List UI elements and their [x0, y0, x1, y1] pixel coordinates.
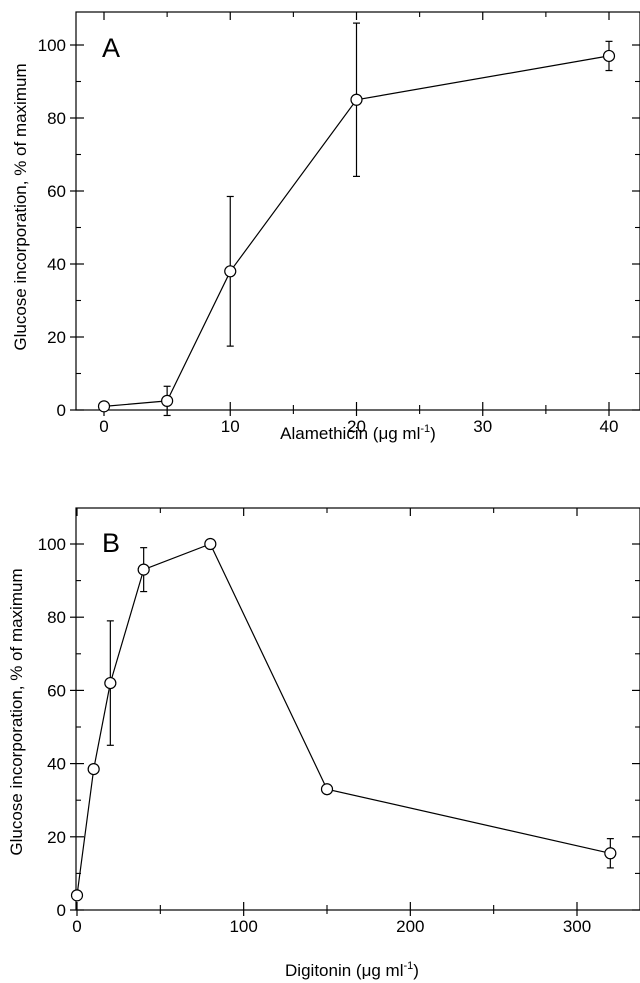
- x-tick-label: 200: [396, 917, 424, 936]
- panel-a-plot-frame: [75, 11, 640, 411]
- panel-a-x-axis-title-exponent: -1: [420, 423, 430, 435]
- panel-a-letter: A: [102, 33, 120, 63]
- data-point: [604, 847, 617, 860]
- panel-a-x-axis-title: Alamethicin (μg ml-1): [280, 423, 436, 443]
- panel-a-x-axis-title-unit: μg ml: [378, 424, 420, 443]
- y-tick-label: 0: [57, 901, 66, 920]
- x-tick-label: 0: [99, 417, 108, 436]
- data-point: [104, 676, 117, 690]
- y-tick-label: 80: [47, 608, 66, 627]
- panel-b-series-line: [76, 543, 611, 896]
- x-tick-label: 40: [600, 417, 619, 436]
- data-point: [97, 400, 111, 413]
- panel-b-y-axis-title: Glucose incorporation, % of maximum: [7, 568, 26, 855]
- y-tick-label: 20: [47, 328, 66, 347]
- panel-a-error-bars: [163, 22, 613, 417]
- panel-b-letter: B: [102, 528, 120, 558]
- panel-b-x-axis-title-prefix: Digitonin (: [285, 961, 362, 980]
- panel-b-x-axis-title-unit: μg ml: [362, 961, 404, 980]
- x-tick-label: 300: [563, 917, 591, 936]
- panel-b-plot-frame: [75, 507, 640, 911]
- y-tick-label: 0: [57, 401, 66, 420]
- y-tick-label: 40: [47, 255, 66, 274]
- x-tick-label: 100: [229, 917, 257, 936]
- data-point: [161, 394, 174, 407]
- y-tick-label: 20: [47, 828, 66, 847]
- data-point: [70, 889, 84, 902]
- panel-b-error-bars: [90, 547, 614, 869]
- panel-a-x-axis-title-suffix: ): [430, 424, 436, 443]
- panel-a-x-axis-title-prefix: Alamethicin (: [280, 424, 379, 443]
- panel-b: 0 100 200 300 0 20 40 60 80 100 B Glucose incorpo…: [7, 507, 640, 980]
- x-tick-label: 0: [72, 917, 81, 936]
- x-tick-label: 20: [347, 417, 366, 436]
- panel-a-ticks: 0 10 20 30 40 0 20 40 60 80 100: [38, 12, 640, 436]
- y-tick-label: 100: [38, 36, 66, 55]
- panel-b-x-axis-title: Digitonin (μg ml-1): [285, 960, 419, 980]
- x-tick-label: 30: [473, 417, 492, 436]
- panel-b-ticks: 0 100 200 300 0 20 40 60 80 100: [38, 508, 640, 936]
- panel-b-x-axis-title-exponent: -1: [404, 960, 414, 972]
- data-point: [350, 93, 363, 106]
- x-tick-label: 10: [221, 417, 240, 436]
- data-point: [224, 265, 237, 278]
- data-point: [320, 783, 334, 796]
- data-point: [137, 563, 150, 576]
- y-tick-label: 60: [47, 182, 66, 201]
- panel-b-x-axis-title-suffix: ): [413, 961, 419, 980]
- data-point: [204, 537, 217, 551]
- panel-a-markers: [97, 49, 616, 413]
- y-tick-label: 80: [47, 109, 66, 128]
- panel-b-markers: [70, 537, 617, 902]
- panel-a: 0 10 20 30 40 0 20 40 60 80 100 A Glucose incorpor…: [11, 11, 640, 443]
- data-point: [87, 762, 100, 776]
- y-tick-label: 40: [47, 755, 66, 774]
- data-point: [602, 49, 616, 63]
- panel-a-y-axis-title: Glucose incorporation, % of maximum: [11, 63, 30, 350]
- y-tick-label: 60: [47, 681, 66, 700]
- y-tick-label: 100: [38, 535, 66, 554]
